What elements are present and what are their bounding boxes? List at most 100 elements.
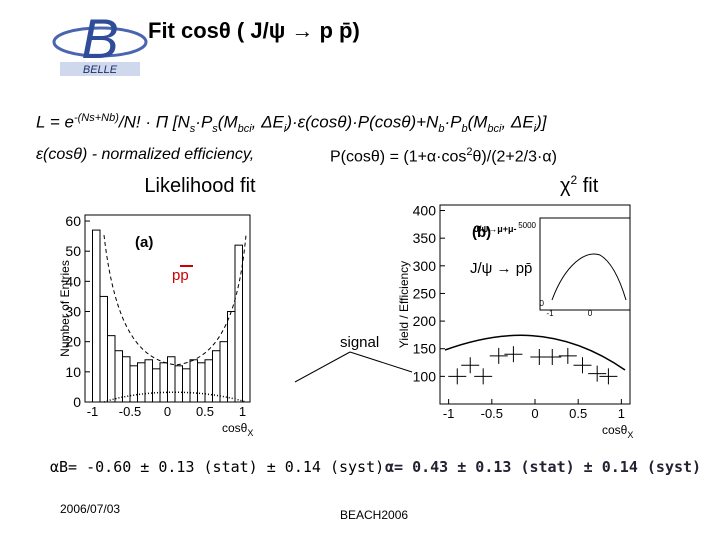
efficiency-text: ε(cosθ) - normalized efficiency, [36, 146, 254, 164]
annotation: J/ψ → pp̄ [470, 260, 532, 277]
background-curve [103, 391, 247, 403]
bar [107, 335, 116, 403]
x-tick-label: 1 [239, 404, 246, 419]
bar [129, 365, 138, 403]
formula-part: )·ε(cosθ)·P(cosθ)+N [286, 112, 439, 132]
formula-part: i [283, 123, 287, 136]
data-point [588, 365, 607, 382]
x-tick-label: 0.5 [569, 406, 587, 421]
plot-title: χ2 fit [560, 173, 599, 197]
formula-part: -(Ns+Nb) [73, 112, 119, 124]
x-tick-label: 0 [164, 404, 171, 419]
x-tick-label: 0 [531, 406, 538, 421]
x-tick-label: -1 [87, 404, 99, 419]
y-axis-label: Number of Entries [58, 260, 72, 357]
bar [174, 365, 183, 403]
x-label-main: cosθ [602, 423, 628, 437]
data-point [461, 357, 480, 374]
data-point [573, 357, 592, 374]
arrow [349, 351, 413, 373]
formula-part: bci [487, 123, 502, 136]
y-tick-label: 150 [413, 341, 437, 357]
formula-part: 2 [466, 146, 473, 158]
inset-tick: 5000 [518, 221, 536, 230]
formula-part: s [212, 123, 218, 136]
bar [204, 359, 213, 403]
bar [182, 368, 191, 403]
arrow [294, 351, 351, 383]
formula-part: ·P [195, 112, 213, 132]
x-tick-label: 0.5 [196, 404, 214, 419]
y-tick-label: 10 [65, 364, 81, 380]
formula-part: (M [467, 112, 488, 132]
bar [219, 341, 228, 403]
formula-part: θ)/(2+2/3·α) [472, 148, 557, 166]
data-point [558, 347, 577, 364]
bar [92, 229, 101, 403]
panel-label: (a) [135, 234, 153, 251]
bar [234, 244, 243, 403]
formula-part: /N! · Π [N [118, 112, 190, 132]
signal-label: signal [340, 334, 379, 351]
likelihood-formula: L = e-(Ns+Nb)/N! · Π [Ns·Ps(Mbci, ΔEi)·ε… [36, 112, 547, 135]
panel-label: (b) [472, 224, 491, 241]
formula-part: L = e [36, 112, 74, 132]
y-tick-label: 250 [413, 285, 437, 301]
inset-tick: 0 [588, 309, 593, 318]
y-tick-label: 300 [413, 258, 437, 274]
x-label-main: cosθ [222, 421, 248, 435]
bar [212, 350, 221, 403]
title-part: χ [560, 175, 571, 197]
formula-part: s [189, 123, 196, 136]
y-tick-label: 40 [65, 273, 81, 289]
data-point [504, 346, 523, 363]
y-tick-label: 60 [65, 213, 81, 229]
title-part: fit [577, 175, 599, 197]
inset-tick: -1 [546, 309, 554, 318]
plot-title: Likelihood fit [144, 175, 256, 197]
bar [152, 368, 161, 403]
inset-tick: 0 [540, 299, 545, 308]
x-label: J/ψ→μ+μ- [474, 224, 517, 234]
inset-frame [539, 217, 631, 311]
result-alpha: α= 0.43 ± 0.13 (stat) ± 0.14 (syst) [385, 458, 702, 476]
x-label-sub: X [627, 430, 633, 440]
x-axis-label: cosθX [602, 423, 633, 440]
formula-part: (M [217, 112, 238, 132]
bar [197, 362, 206, 403]
bar [167, 356, 176, 403]
formula-part: )] [536, 112, 547, 132]
logo-text: BELLE [83, 64, 118, 76]
formula-part: P(cosθ) = (1+α·cos [330, 148, 467, 166]
data-point [543, 349, 562, 366]
formula-part: , ΔE [501, 112, 534, 132]
bar [114, 350, 123, 403]
data-point [448, 368, 467, 385]
data-point [489, 347, 508, 364]
logo: B BELLE [52, 7, 148, 76]
formula-part: b [438, 123, 445, 136]
data-point [474, 368, 493, 385]
y-tick-label: 30 [65, 304, 81, 320]
bar [227, 311, 236, 403]
angular-formula: P(cosθ) = (1+α·cos2θ)/(2+2/3·α) [330, 146, 557, 166]
x-axis-label: cosθX [222, 421, 253, 438]
formula-part: ·P [444, 112, 462, 132]
fit-curve [103, 234, 247, 366]
y-axis-label: Yield / Efficiency [397, 261, 411, 348]
bar [144, 359, 153, 403]
bar [189, 359, 198, 403]
y-tick-label: 20 [65, 334, 81, 350]
formula-part: bci [237, 123, 252, 136]
bar [99, 295, 108, 403]
x-tick-label: -1 [443, 406, 455, 421]
x-tick-label: -0.5 [481, 406, 503, 421]
x-label-sub: X [247, 428, 253, 438]
result-alpha-b: αB= -0.60 ± 0.13 (stat) ± 0.14 (syst) [50, 458, 385, 476]
y-tick-label: 100 [413, 368, 437, 384]
title: Fit cosθ ( J/ψ → p p̄) [148, 18, 360, 43]
text: ε(cosθ) - normalized efficiency, [36, 146, 255, 163]
